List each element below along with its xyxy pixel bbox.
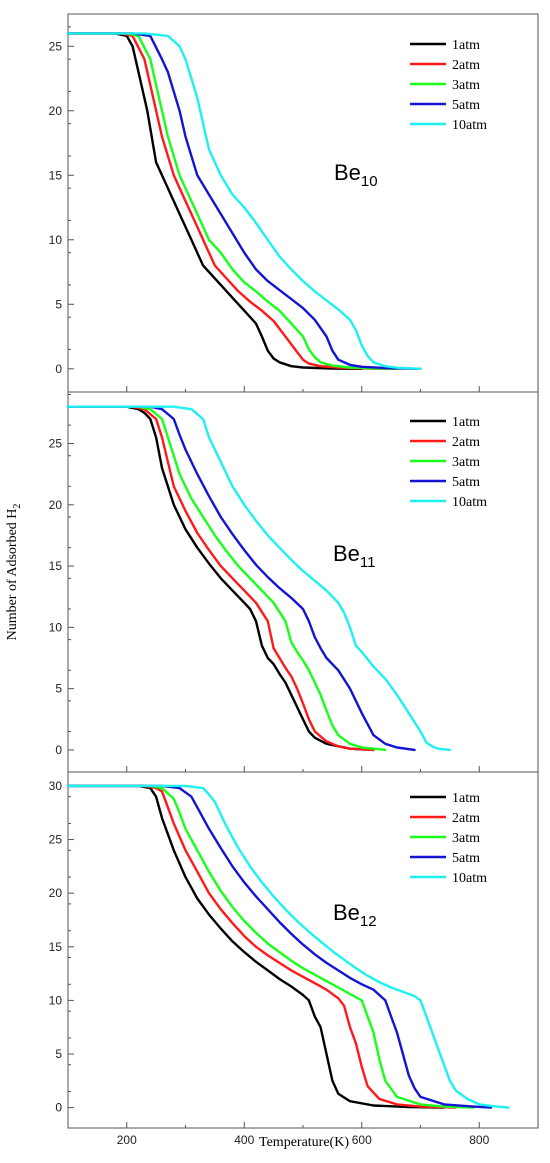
legend-label: 2atm [452,58,480,73]
y-tick-label: 5 [55,1047,62,1061]
y-tick-label: 25 [49,39,63,53]
panel-title-main: Be [333,900,360,925]
y-tick-label: 15 [49,168,63,182]
y-tick-label: 20 [49,498,63,512]
legend-label: 3atm [452,455,480,470]
series-line-2atm [66,32,387,370]
legend-label: 1atm [452,791,480,806]
legend-label: 2atm [452,435,480,450]
series-line-5atm [66,784,493,1109]
legend: 1atm 2atm 3atm 5atm 10atm [410,791,487,886]
series-line-3atm [66,784,475,1109]
y-tick-label: 15 [49,940,63,954]
series-line-10atm [66,784,510,1109]
y-tick-label: 10 [49,620,63,634]
y-tick-label: 15 [49,559,63,573]
y-tick-label: 5 [55,682,62,696]
legend-label: 3atm [452,831,480,846]
panel-title-sub: 11 [360,554,376,571]
x-tick-label: 200 [117,1133,137,1147]
x-tick-label: 600 [352,1133,372,1147]
y-tick-label: 25 [49,833,63,847]
y-tick-label: 0 [55,362,62,376]
y-tick-label: 0 [55,1101,62,1115]
y-axis-label-sub: 2 [12,504,23,509]
legend: 1atm 2atm 3atm 5atm 10atm [410,38,487,133]
y-axis-label: Number of Adsorbed H2 [5,504,23,641]
y-tick-label: 30 [49,779,63,793]
legend-label: 1atm [452,38,480,53]
series-line-10atm [66,405,452,752]
panel-title: Be11 [333,541,376,571]
legend-label: 5atm [452,851,480,866]
series-line-2atm [66,405,375,752]
series-line-1atm [66,405,375,752]
panel-title-main: Be [334,160,361,185]
series-line-3atm [66,32,399,370]
legend-label: 10atm [452,118,487,133]
series-line-2atm [66,784,457,1109]
x-tick-label: 400 [234,1133,254,1147]
y-tick-label: 20 [49,104,63,118]
x-tick-label: 800 [469,1133,489,1147]
legend-label: 2atm [452,811,480,826]
legend-label: 10atm [452,871,487,886]
legend-label: 10atm [452,495,487,510]
series-line-3atm [66,405,387,752]
y-tick-label: 10 [49,233,63,247]
series-line-5atm [66,405,416,752]
y-tick-label: 20 [49,886,63,900]
legend-label: 3atm [452,78,480,93]
legend-label: 5atm [452,98,480,113]
panel-title-sub: 12 [360,913,377,930]
panel-title: Be12 [333,900,377,930]
y-tick-label: 5 [55,297,62,311]
panel-title-main: Be [333,541,360,566]
x-axis-label: Temperature(K) [259,1135,349,1150]
series-line-10atm [66,32,422,370]
legend: 1atm 2atm 3atm 5atm 10atm [410,415,487,510]
legend-label: 1atm [452,415,480,430]
panel-2: 0 5 10 15 20 25 1atm 2atm 3atm 5atm 10atm Be11 [49,391,539,773]
panel-title-sub: 10 [361,173,378,190]
y-tick-label: 25 [49,436,63,450]
panel-title: Be10 [334,160,378,190]
series-line-1atm [66,784,446,1109]
series-line-5atm [66,32,422,370]
legend-label: 5atm [452,475,480,490]
y-axis-label-main: Number of Adsorbed H [5,509,20,641]
panel-3: 0 5 10 15 20 25 30 1atm 2atm 3atm 5atm 10atm Be12 [49,771,539,1129]
series-line-1atm [66,32,363,370]
y-tick-label: 10 [49,993,63,1007]
y-tick-label: 0 [55,743,62,757]
